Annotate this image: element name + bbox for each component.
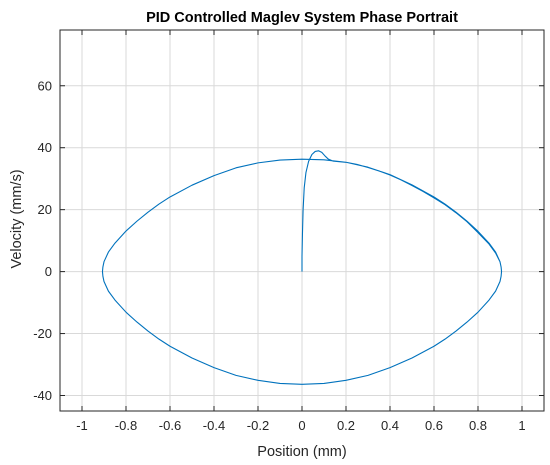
x-tick-label: -0.2 (247, 418, 269, 433)
chart-title: PID Controlled Maglev System Phase Portr… (146, 10, 458, 26)
x-tick-label: 0.6 (425, 418, 443, 433)
series-line (101, 150, 503, 385)
grid-layer (60, 30, 544, 411)
x-tick-label: 0.8 (469, 418, 487, 433)
x-tick-label: 0 (298, 418, 305, 433)
x-tick-label: 0.2 (337, 418, 355, 433)
axes-layer (59, 29, 545, 412)
x-tick-label: 1 (518, 418, 525, 433)
x-tick-label: -0.4 (203, 418, 225, 433)
x-axis-label: Position (mm) (257, 444, 346, 460)
y-tick-label: -40 (33, 388, 52, 403)
x-tick-label: -0.8 (115, 418, 137, 433)
y-tick-label: 0 (45, 264, 52, 279)
y-axis-label: Velocity (mm/s) (9, 169, 25, 268)
y-tick-label: 40 (38, 140, 52, 155)
x-tick-label: 0.4 (381, 418, 399, 433)
y-tick-label: -20 (33, 326, 52, 341)
y-tick-label: 60 (38, 78, 52, 93)
y-tick-label: 20 (38, 202, 52, 217)
tick-label-layer: -1 -0.8 -0.6 -0.4 -0.2 0 0.2 0.4 0.6 0.8 1 -40 -20 0 2… (33, 78, 525, 433)
x-tick-label: -0.6 (159, 418, 181, 433)
x-tick-label: -1 (76, 418, 88, 433)
series-layer (101, 150, 503, 385)
